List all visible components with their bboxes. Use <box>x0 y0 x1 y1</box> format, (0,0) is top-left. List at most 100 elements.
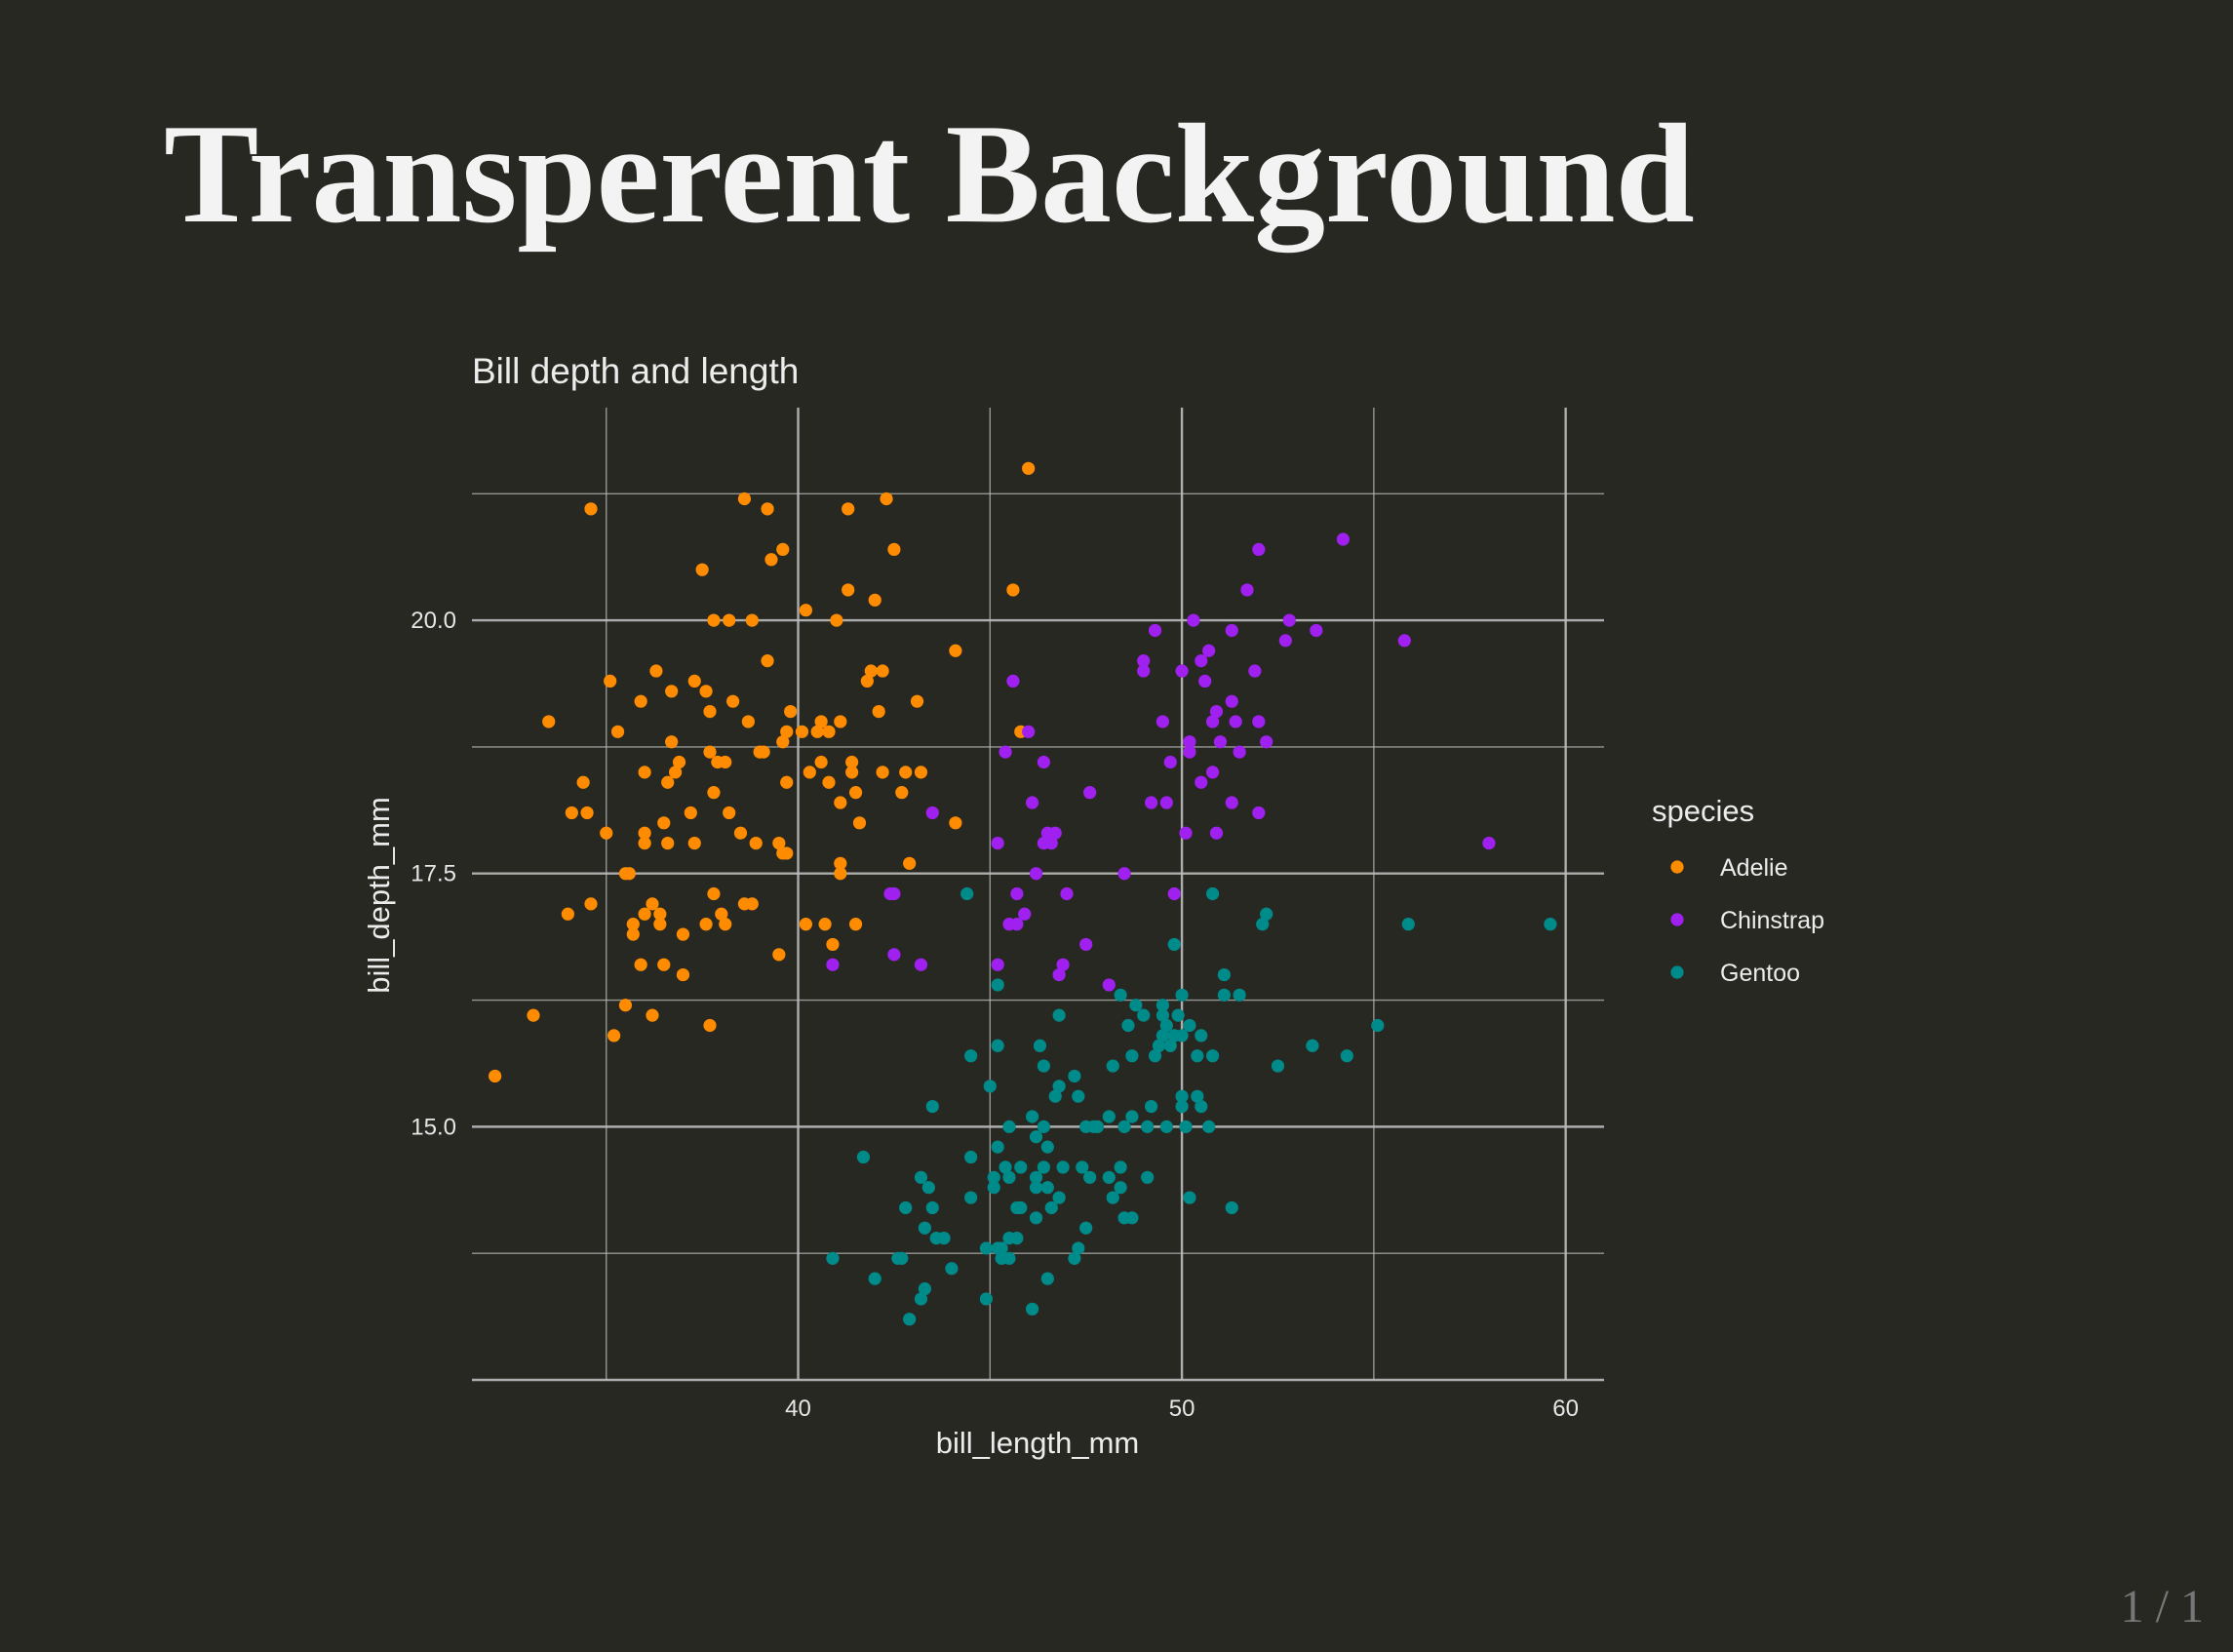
data-point <box>1125 1049 1139 1063</box>
data-point <box>684 806 697 820</box>
data-point <box>638 826 651 840</box>
data-point <box>600 826 613 840</box>
data-point <box>657 958 671 971</box>
data-point <box>1371 1018 1385 1033</box>
data-point <box>1022 725 1036 738</box>
data-point <box>1171 1008 1185 1022</box>
data-point <box>1482 836 1496 850</box>
data-point <box>1102 1170 1116 1184</box>
data-point <box>1037 1120 1051 1133</box>
data-point <box>895 1251 909 1265</box>
data-point <box>1271 1059 1285 1073</box>
data-point <box>1233 745 1246 759</box>
data-point <box>1205 886 1220 901</box>
data-point <box>1083 1170 1097 1184</box>
data-point <box>1102 978 1116 992</box>
data-point <box>1282 613 1296 627</box>
data-point <box>845 755 859 769</box>
data-point <box>1048 826 1062 840</box>
data-point <box>1225 1200 1238 1215</box>
data-point <box>1397 634 1411 648</box>
data-point <box>834 856 847 870</box>
data-point <box>1037 1160 1051 1174</box>
data-point <box>1033 1039 1047 1052</box>
series-gentoo <box>826 886 1557 1326</box>
data-point <box>489 1069 502 1083</box>
data-point <box>1156 1008 1170 1022</box>
data-point <box>1544 918 1557 931</box>
data-point <box>914 1170 928 1184</box>
data-point <box>1187 613 1200 627</box>
data-point <box>880 492 893 506</box>
data-point <box>1002 1170 1016 1184</box>
data-point <box>876 766 889 779</box>
data-point <box>960 886 974 901</box>
data-point <box>983 1080 997 1093</box>
data-point <box>887 542 901 556</box>
series-chinstrap <box>826 532 1496 992</box>
data-point <box>780 775 794 789</box>
series-adelie <box>489 461 1036 1083</box>
data-point <box>1090 1120 1105 1133</box>
data-point <box>776 542 790 556</box>
data-point <box>726 694 740 708</box>
data-point <box>1125 1211 1139 1225</box>
data-point <box>979 1292 993 1306</box>
data-point <box>703 704 717 719</box>
data-point <box>1025 1302 1039 1316</box>
data-point <box>638 907 651 921</box>
data-point <box>1179 826 1193 840</box>
data-point <box>610 725 625 738</box>
data-point <box>776 735 790 749</box>
data-point <box>826 958 840 971</box>
data-point <box>1029 1211 1043 1225</box>
chart-title: Bill depth and length <box>472 351 799 391</box>
data-point <box>699 918 713 931</box>
data-point <box>1137 1008 1151 1022</box>
data-point <box>737 492 752 506</box>
data-point <box>949 816 962 830</box>
data-point <box>653 907 667 921</box>
data-point <box>1072 1241 1085 1255</box>
data-point <box>949 644 962 657</box>
data-point <box>638 766 651 779</box>
data-point <box>799 918 812 931</box>
data-point <box>1121 1018 1135 1033</box>
y-tick-label: 17.5 <box>411 861 456 887</box>
data-point <box>618 999 633 1012</box>
data-point <box>822 725 836 738</box>
data-point <box>918 1221 932 1235</box>
data-point <box>1175 988 1189 1002</box>
data-point <box>887 948 901 962</box>
data-point <box>1072 1089 1085 1103</box>
data-point <box>834 796 847 809</box>
data-point <box>895 786 909 800</box>
data-point <box>1225 796 1238 809</box>
data-point <box>1025 796 1039 809</box>
data-point <box>899 766 913 779</box>
data-point <box>703 745 717 759</box>
data-point <box>1252 542 1266 556</box>
data-point <box>1029 1170 1043 1184</box>
data-point <box>903 1313 917 1326</box>
data-point <box>910 694 924 708</box>
data-point <box>1183 1191 1196 1204</box>
data-point <box>780 725 794 738</box>
data-point <box>1025 1110 1039 1123</box>
slide-title: Transperent Background <box>164 95 1695 253</box>
data-point <box>527 1008 540 1022</box>
data-point <box>899 1200 913 1215</box>
data-point <box>665 685 679 698</box>
data-point <box>1129 999 1143 1012</box>
data-point <box>733 826 748 840</box>
data-point <box>1401 918 1415 931</box>
x-tick-label: 50 <box>1169 1396 1195 1422</box>
data-point <box>1014 1160 1028 1174</box>
data-point <box>1156 715 1170 728</box>
data-point <box>1159 1018 1173 1033</box>
slide-number: 1 / 1 <box>2120 1581 2204 1632</box>
data-point <box>1217 967 1231 982</box>
data-point <box>814 755 828 769</box>
data-point <box>1114 988 1127 1002</box>
